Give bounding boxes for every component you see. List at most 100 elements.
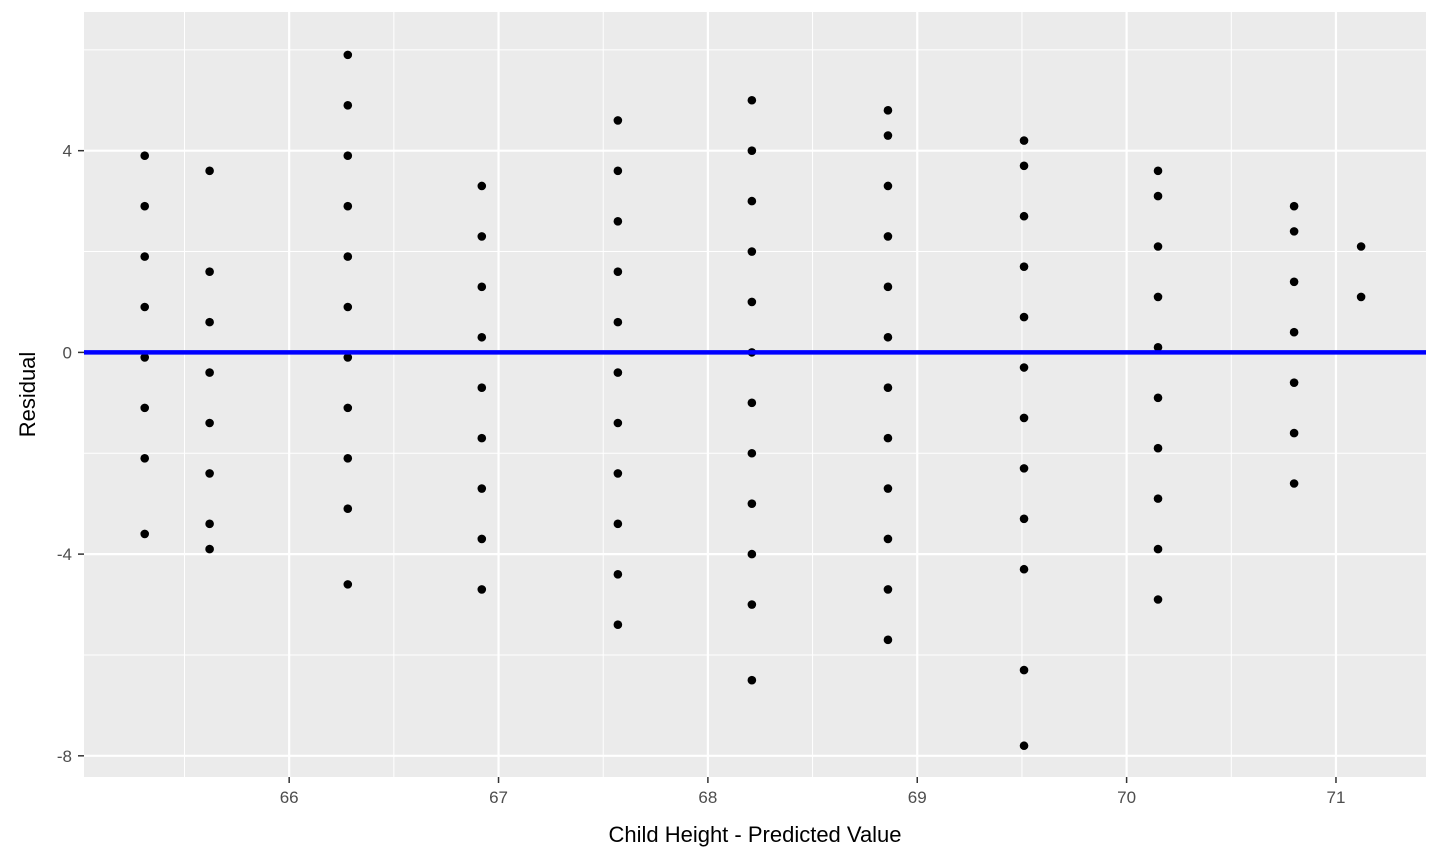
data-point bbox=[1019, 136, 1029, 145]
x-axis-ticks: 66 67 68 69 70 71 bbox=[280, 777, 1346, 807]
x-tick-label: 67 bbox=[489, 788, 508, 807]
data-point bbox=[747, 499, 757, 508]
data-point bbox=[343, 453, 353, 463]
data-point bbox=[205, 418, 214, 428]
data-point bbox=[883, 585, 893, 594]
data-point bbox=[613, 267, 623, 277]
data-point bbox=[140, 353, 150, 362]
data-point bbox=[477, 383, 487, 392]
data-point bbox=[343, 100, 353, 110]
data-point bbox=[205, 368, 214, 377]
data-point bbox=[477, 433, 487, 443]
data-point bbox=[205, 267, 214, 277]
data-point bbox=[613, 469, 623, 478]
data-point bbox=[883, 232, 893, 241]
y-axis-ticks: -8 -4 0 4 bbox=[57, 142, 84, 766]
y-axis-title: Residual bbox=[15, 352, 40, 438]
data-point bbox=[140, 252, 150, 261]
data-point bbox=[1019, 413, 1029, 423]
data-point bbox=[205, 519, 214, 529]
data-point bbox=[1019, 211, 1029, 221]
data-point bbox=[343, 353, 353, 362]
data-point bbox=[883, 433, 893, 443]
x-tick-label: 71 bbox=[1327, 788, 1346, 807]
data-point bbox=[1019, 312, 1029, 322]
data-point bbox=[1356, 242, 1366, 251]
data-point bbox=[1019, 564, 1029, 574]
data-point bbox=[883, 106, 893, 115]
data-point bbox=[1019, 665, 1029, 675]
data-point bbox=[747, 675, 757, 685]
data-point bbox=[613, 519, 623, 529]
data-point bbox=[343, 302, 353, 312]
data-point bbox=[343, 151, 353, 161]
data-point bbox=[140, 151, 150, 161]
y-tick-label: 0 bbox=[63, 343, 72, 362]
y-tick-label: 4 bbox=[63, 142, 72, 161]
data-point bbox=[1289, 227, 1299, 236]
data-point bbox=[1153, 544, 1163, 554]
data-point bbox=[477, 232, 487, 241]
data-point bbox=[1153, 292, 1163, 302]
data-point bbox=[747, 600, 757, 609]
data-point bbox=[205, 166, 214, 176]
data-point bbox=[1153, 393, 1163, 403]
data-point bbox=[477, 181, 487, 191]
data-point bbox=[1153, 191, 1163, 201]
data-point bbox=[1019, 464, 1029, 473]
data-point bbox=[1153, 166, 1163, 176]
data-point bbox=[1019, 514, 1029, 524]
data-point bbox=[343, 252, 353, 261]
data-point bbox=[1289, 428, 1299, 438]
data-point bbox=[883, 181, 893, 191]
data-point bbox=[747, 247, 757, 256]
data-point bbox=[883, 635, 893, 645]
data-point bbox=[343, 504, 353, 514]
data-point bbox=[1019, 363, 1029, 372]
data-point bbox=[1289, 327, 1299, 337]
data-point bbox=[343, 580, 353, 589]
x-tick-label: 68 bbox=[698, 788, 717, 807]
data-point bbox=[747, 549, 757, 559]
y-tick-label: -8 bbox=[57, 747, 72, 766]
data-point bbox=[1289, 378, 1299, 387]
data-point bbox=[883, 484, 893, 493]
y-tick-label: -4 bbox=[57, 545, 72, 564]
data-point bbox=[477, 282, 487, 292]
data-point bbox=[1289, 201, 1299, 211]
data-point bbox=[747, 146, 757, 155]
data-point bbox=[613, 368, 623, 377]
data-point bbox=[1019, 741, 1029, 751]
data-points bbox=[140, 50, 1366, 751]
data-point bbox=[1153, 343, 1163, 352]
data-point bbox=[613, 418, 623, 428]
data-point bbox=[1153, 595, 1163, 604]
data-point bbox=[747, 448, 757, 458]
data-point bbox=[343, 403, 353, 413]
data-point bbox=[140, 201, 150, 211]
data-point bbox=[747, 196, 757, 206]
x-axis-title: Child Height - Predicted Value bbox=[608, 822, 901, 847]
data-point bbox=[140, 302, 150, 312]
data-point bbox=[477, 332, 487, 342]
x-tick-label: 70 bbox=[1117, 788, 1136, 807]
data-point bbox=[477, 585, 487, 594]
data-point bbox=[613, 216, 623, 226]
data-point bbox=[1019, 161, 1029, 171]
data-point bbox=[747, 398, 757, 408]
data-point bbox=[343, 201, 353, 211]
plot-panel bbox=[84, 12, 1426, 777]
data-point bbox=[1153, 494, 1163, 503]
data-point bbox=[613, 166, 623, 176]
data-point bbox=[613, 569, 623, 579]
data-point bbox=[205, 469, 214, 478]
data-point bbox=[1356, 292, 1366, 302]
data-point bbox=[747, 297, 757, 307]
data-point bbox=[883, 131, 893, 140]
x-tick-label: 69 bbox=[908, 788, 927, 807]
data-point bbox=[140, 529, 150, 539]
data-point bbox=[613, 620, 623, 630]
data-point bbox=[613, 116, 623, 125]
data-point bbox=[1289, 479, 1299, 488]
